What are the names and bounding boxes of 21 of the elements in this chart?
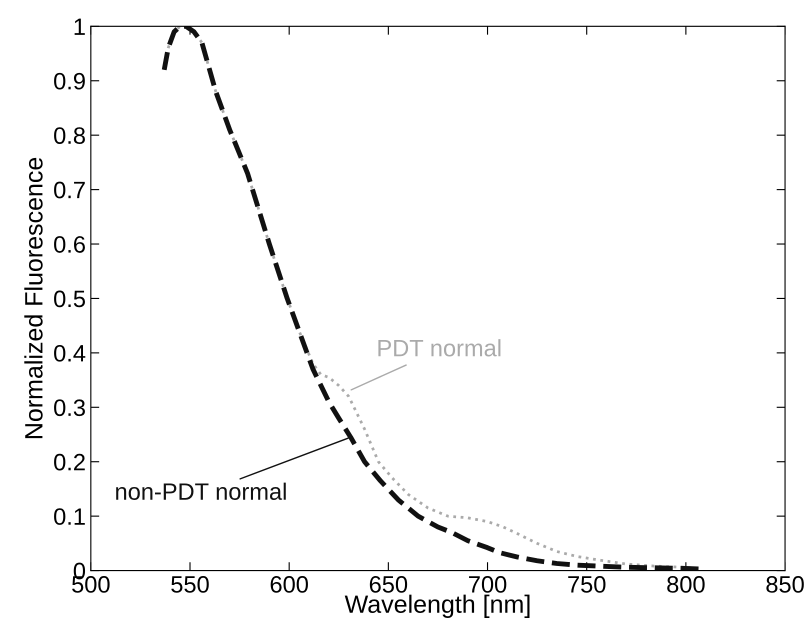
annotation: non-PDT normal [116,482,286,500]
y-tick-label: 0.8 [54,127,85,144]
x-tick-label: 650 [370,576,408,593]
x-tick-label: 850 [766,576,804,593]
y-tick-label: 0.5 [54,290,85,308]
y-tick-label: 1 [74,18,85,35]
y-tick-label: 0.7 [54,182,85,198]
x-tick-label: 700 [469,576,506,593]
y-tick-label: 0.6 [54,236,85,253]
x-tick-label: 800 [667,576,705,593]
y-tick-label: 0.9 [54,72,85,90]
x-tick-label: 750 [568,576,606,593]
y-tick-label: 0.3 [54,399,85,416]
annotation: PDT normal [378,339,500,356]
x-tick-label: 550 [171,576,209,593]
y-axis-title: Normalized Fluorescence [24,158,43,438]
y-tick-label: 0.1 [54,508,85,525]
x-tick-label: 600 [270,576,308,593]
x-axis-title: Wavelength [nm] [344,594,530,618]
y-tick-label: 0.4 [54,344,86,362]
y-tick-label: 0.2 [54,454,85,471]
